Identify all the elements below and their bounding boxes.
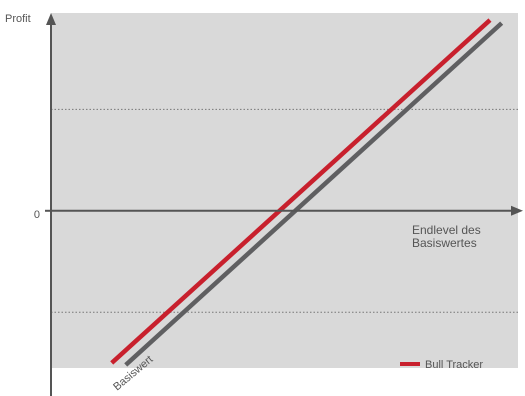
legend: Bull Tracker — [400, 359, 483, 371]
y-tick-zero-label: 0 — [34, 209, 40, 221]
x-axis-title-line-1: Endlevel des — [412, 223, 481, 237]
plot-area — [51, 13, 518, 368]
y-axis-title: Profit — [5, 13, 31, 25]
gridlines — [51, 108, 518, 313]
series-line-basiswert — [124, 21, 504, 367]
series-line-bull-tracker — [110, 18, 492, 365]
x-axis-arrowhead — [511, 205, 523, 216]
axes — [45, 13, 523, 396]
legend-label-bull-tracker: Bull Tracker — [425, 359, 483, 371]
y-axis-arrowhead — [46, 13, 56, 25]
series-layer — [110, 18, 504, 367]
x-axis-title-line-2: Basiswertes — [412, 236, 477, 250]
